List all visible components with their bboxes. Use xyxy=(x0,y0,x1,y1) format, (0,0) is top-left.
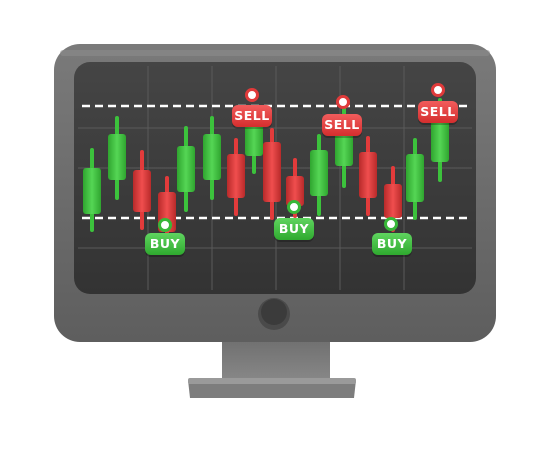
sell-signal-badge: SELL xyxy=(322,114,362,136)
bullish-candle xyxy=(245,124,263,156)
buy-marker-icon xyxy=(287,200,301,214)
sell-marker-icon xyxy=(245,88,259,102)
bearish-candle xyxy=(133,170,151,212)
sell-signal-badge: SELL xyxy=(418,101,458,123)
bullish-candle xyxy=(406,154,424,202)
bullish-candle xyxy=(177,146,195,192)
bullish-candle xyxy=(310,150,328,196)
buy-marker-icon xyxy=(158,218,172,232)
buy-marker-icon xyxy=(384,217,398,231)
sell-marker-icon xyxy=(336,95,350,109)
bearish-candle xyxy=(263,142,281,202)
bullish-candle xyxy=(431,114,449,162)
bearish-candle xyxy=(227,154,245,198)
bullish-candle xyxy=(203,134,221,180)
sell-signal-badge: SELL xyxy=(232,105,272,127)
bullish-candle xyxy=(83,168,101,214)
buy-signal-badge: BUY xyxy=(372,233,412,255)
bearish-candle xyxy=(359,152,377,198)
buy-signal-badge: BUY xyxy=(145,233,185,255)
bearish-candle xyxy=(384,184,402,218)
bearish-candle xyxy=(286,176,304,206)
buy-signal-badge: BUY xyxy=(274,218,314,240)
sell-marker-icon xyxy=(431,83,445,97)
bullish-candle xyxy=(108,134,126,180)
